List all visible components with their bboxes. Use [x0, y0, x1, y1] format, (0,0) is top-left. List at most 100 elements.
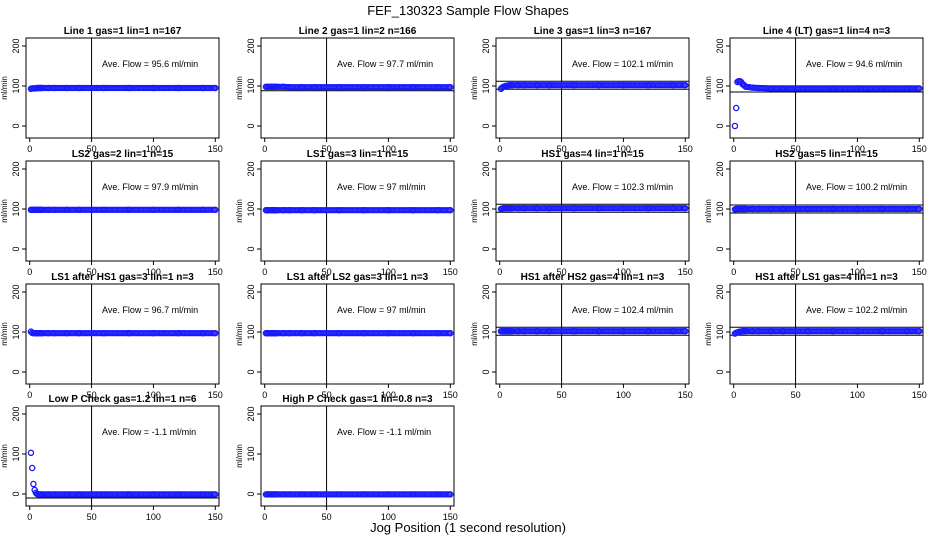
data-point	[100, 491, 108, 498]
average-flow-annotation: Ave. Flow = 97.7 ml/min	[337, 59, 433, 69]
data-point	[286, 206, 293, 214]
y-tick-label: 100	[246, 324, 256, 339]
data-point	[595, 328, 602, 335]
data-point	[360, 206, 367, 214]
data-point	[434, 206, 442, 214]
data-point	[199, 491, 207, 498]
data-point	[515, 204, 522, 212]
average-flow-annotation: Ave. Flow = 94.6 ml/min	[806, 59, 902, 69]
x-tick-label: 50	[87, 390, 97, 400]
x-tick-label: 100	[146, 512, 161, 522]
x-tick-label: 50	[322, 267, 332, 277]
data-point	[447, 491, 454, 498]
x-tick-label: 0	[497, 144, 502, 154]
x-tick-label: 0	[262, 267, 267, 277]
data-point	[360, 491, 367, 498]
x-tick-label: 50	[87, 144, 97, 154]
y-tick-label: 200	[715, 38, 725, 53]
x-tick-label: 150	[678, 390, 693, 400]
panel-14: High P Check gas=1 lin=0.8 n=3 0 50 100 150 0…	[235, 394, 458, 522]
data-point	[27, 449, 35, 456]
data-point	[150, 491, 157, 498]
panel-4: Line 4 (LT) gas=1 lin=4 n=3 0 50 100 150 0 100…	[704, 26, 927, 154]
figure-title: FEF_130323 Sample Flow Shapes	[367, 3, 569, 18]
data-point	[199, 84, 207, 92]
data-point	[595, 81, 602, 89]
data-point	[335, 330, 343, 337]
data-point	[75, 330, 83, 337]
y-tick-label: 200	[11, 406, 21, 421]
data-point	[150, 84, 157, 92]
x-tick-label: 150	[208, 512, 223, 522]
data-point	[545, 81, 553, 89]
data-point	[298, 206, 306, 214]
data-point	[620, 204, 627, 212]
y-tick-label: 0	[715, 246, 725, 251]
y-axis-label: ml/min	[235, 76, 244, 100]
data-point	[644, 81, 652, 89]
panel-5: LS2 gas=2 lin=1 n=15 0 50 100 150 0 100 200 ml/m…	[0, 149, 223, 277]
data-point	[273, 330, 281, 337]
data-point	[508, 328, 516, 335]
plot-frame	[260, 160, 455, 262]
data-point	[63, 491, 71, 498]
x-tick-label: 50	[322, 144, 332, 154]
data-point	[212, 491, 219, 498]
x-tick-label: 150	[208, 144, 223, 154]
x-tick-label: 100	[850, 390, 865, 400]
average-flow-annotation: Ave. Flow = -1.1 ml/min	[102, 427, 196, 437]
data-point	[174, 206, 182, 213]
data-point	[51, 491, 58, 498]
data-point	[125, 84, 132, 92]
data-point	[447, 330, 454, 337]
plot-frame	[25, 283, 220, 385]
y-axis-label: ml/min	[0, 322, 9, 346]
x-tick-label: 0	[262, 144, 267, 154]
data-point	[409, 206, 417, 214]
data-point	[854, 85, 861, 92]
data-point	[409, 330, 417, 337]
x-tick-label: 50	[791, 390, 801, 400]
x-tick-label: 150	[443, 512, 458, 522]
data-point	[903, 205, 911, 213]
panel-title: HS1 gas=4 lin=1 n=15	[541, 149, 644, 160]
data-point	[749, 328, 756, 335]
y-axis-label: ml/min	[0, 444, 9, 468]
x-tick-label: 50	[322, 390, 332, 400]
data-point	[38, 206, 46, 213]
x-tick-label: 50	[87, 267, 97, 277]
data-point	[804, 328, 812, 335]
y-tick-label: 200	[715, 161, 725, 176]
data-point	[385, 330, 392, 337]
data-point	[829, 328, 836, 335]
panel-title: LS2 gas=2 lin=1 n=15	[72, 149, 174, 160]
x-tick-label: 150	[678, 267, 693, 277]
data-point	[434, 330, 442, 337]
data-point	[742, 205, 750, 213]
y-tick-label: 200	[246, 161, 256, 176]
y-tick-label: 0	[11, 491, 21, 496]
panel-title: Line 4 (LT) gas=1 lin=4 n=3	[763, 26, 891, 37]
y-tick-label: 200	[246, 284, 256, 299]
y-axis-label: ml/min	[470, 76, 479, 100]
x-tick-label: 0	[27, 267, 32, 277]
data-point	[28, 464, 36, 472]
x-tick-label: 100	[146, 144, 161, 154]
average-flow-annotation: Ave. Flow = 96.7 ml/min	[102, 305, 198, 315]
data-point	[286, 330, 293, 337]
data-point	[360, 330, 367, 337]
data-point	[199, 330, 207, 337]
y-tick-label: 0	[715, 369, 725, 374]
panel-title: LS1 after HS1 gas=3 lin=1 n=3	[51, 272, 194, 283]
y-axis-label: ml/min	[235, 322, 244, 346]
data-point	[45, 491, 52, 498]
data-point	[521, 204, 528, 212]
data-point	[779, 205, 787, 213]
y-tick-label: 100	[481, 201, 491, 216]
y-tick-label: 0	[246, 246, 256, 251]
x-tick-label: 0	[27, 144, 32, 154]
data-point	[545, 204, 553, 212]
data-point	[620, 81, 627, 89]
data-point	[150, 330, 157, 337]
data-point	[385, 491, 392, 498]
